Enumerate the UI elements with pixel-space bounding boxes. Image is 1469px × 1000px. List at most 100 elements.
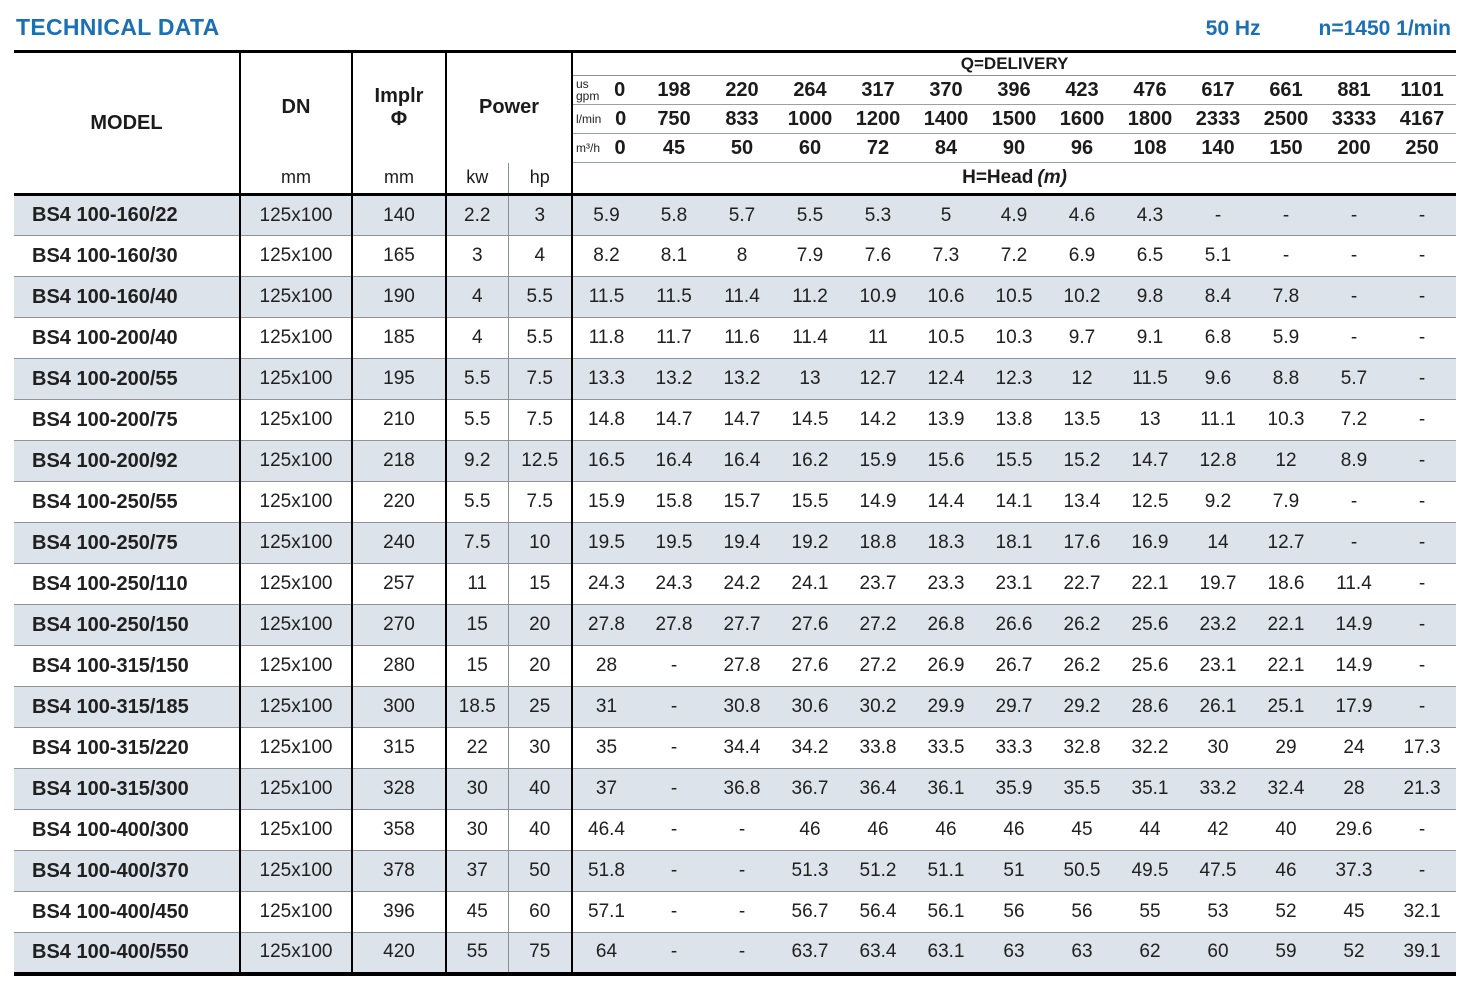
head-value: 14.8 xyxy=(588,409,625,430)
kw-cell: 2.2 xyxy=(446,194,509,236)
kw-cell: 11 xyxy=(446,563,509,605)
head-value: 51.3 xyxy=(791,860,829,881)
head-value: 22.1 xyxy=(1267,655,1305,676)
head-value: 62 xyxy=(1139,941,1161,963)
head-value: 11.1 xyxy=(1200,409,1236,430)
q-value: 250 xyxy=(1388,133,1457,163)
head-value: 23.2 xyxy=(1199,614,1237,635)
head-value: 9.6 xyxy=(1204,368,1232,389)
head-value: - xyxy=(1282,204,1290,226)
head-value: - xyxy=(1214,204,1222,226)
q-value: 370 xyxy=(912,75,980,105)
head-value: 23.1 xyxy=(1199,655,1237,676)
head-value: 23.7 xyxy=(859,573,897,594)
head-value: 26.6 xyxy=(995,614,1033,635)
table-row: BS4 100-200/55 125x100 195 5.5 7.5 13.3 13.2 13… xyxy=(14,358,1457,400)
head-value: 28.6 xyxy=(1131,696,1169,717)
dn-cell: 125x100 xyxy=(240,932,353,974)
hp-cell: 20 xyxy=(508,604,573,646)
kw-cell: 45 xyxy=(446,891,509,933)
head-value: 17.3 xyxy=(1403,737,1441,758)
head-value: 5.7 xyxy=(1340,368,1368,389)
kw-cell: 15 xyxy=(446,645,509,687)
head-value: 32.2 xyxy=(1131,737,1169,758)
head-value: - xyxy=(1418,491,1426,512)
q-value: 84 xyxy=(912,133,980,163)
head-value: 24.3 xyxy=(655,573,693,594)
kw-cell: 5.5 xyxy=(446,481,509,523)
head-value: 36.7 xyxy=(791,778,829,799)
head-value: - xyxy=(1418,409,1426,430)
q-value: 140 xyxy=(1184,133,1252,163)
head-value: 10.9 xyxy=(859,286,897,307)
head-value: 63.4 xyxy=(859,941,897,963)
dn-cell: 125x100 xyxy=(240,768,353,810)
head-value: 44 xyxy=(1139,819,1161,840)
head-value: 12.3 xyxy=(995,368,1033,389)
head-value: 59 xyxy=(1275,941,1297,963)
head-value: 45 xyxy=(1343,901,1365,922)
head-value: - xyxy=(1418,450,1426,471)
head-value: 11.4 xyxy=(792,327,828,348)
head-value: - xyxy=(1418,696,1426,717)
power-header: Power xyxy=(446,51,573,163)
head-value: 14.9 xyxy=(1335,655,1373,676)
head-value: 56.7 xyxy=(791,901,829,922)
header-bar: TECHNICAL DATA 50 Hz n=1450 1/min xyxy=(0,0,1469,50)
table-row: BS4 100-250/150 125x100 270 15 20 27.8 27.8 27.… xyxy=(14,604,1457,646)
head-value: 49.5 xyxy=(1131,860,1169,881)
kw-cell: 3 xyxy=(446,235,509,277)
head-value: 10.3 xyxy=(995,327,1033,348)
head-value: 15.5 xyxy=(995,450,1033,471)
model-cell: BS4 100-400/300 xyxy=(14,809,241,851)
head-value: 16.9 xyxy=(1131,532,1169,553)
hp-cell: 7.5 xyxy=(508,481,573,523)
gpm-row: us gpm 0 198 220 264 317 370 396 423 476 617 661 881 1… xyxy=(14,75,1457,105)
head-value: 14.7 xyxy=(655,409,693,430)
impeller-unit: mm xyxy=(352,162,447,196)
head-value: - xyxy=(1350,204,1358,226)
head-value: 33.3 xyxy=(995,737,1033,758)
head-value: - xyxy=(1350,245,1358,266)
head-value: 24.3 xyxy=(588,573,625,594)
head-value: 60 xyxy=(1207,941,1229,963)
table-row: BS4 100-400/550 125x100 420 55 75 64 - - 63.7 63.… xyxy=(14,932,1457,974)
q-unit-cell: l/min 0 xyxy=(572,104,640,134)
head-value: 8 xyxy=(736,245,748,266)
table-row: BS4 100-315/185 125x100 300 18.5 25 31 - 30.8 30… xyxy=(14,686,1457,728)
head-value: 35.1 xyxy=(1131,778,1169,799)
head-value: 30.6 xyxy=(791,696,829,717)
head-value: 9.8 xyxy=(1136,286,1164,307)
kw-header: kw xyxy=(446,162,509,196)
head-value: 45 xyxy=(1071,819,1093,840)
head-value: 5.7 xyxy=(728,204,756,226)
head-value: 8.1 xyxy=(660,245,688,266)
dn-cell: 125x100 xyxy=(240,645,353,687)
head-value: 15.9 xyxy=(588,491,625,512)
head-value: 5.3 xyxy=(864,204,892,226)
head-value: 5.1 xyxy=(1204,245,1232,266)
head-value: 6.5 xyxy=(1136,245,1164,266)
head-value: - xyxy=(670,901,678,922)
head-value: - xyxy=(670,696,678,717)
table-row: BS4 100-200/75 125x100 210 5.5 7.5 14.8 14.7 14… xyxy=(14,399,1457,441)
head-value: - xyxy=(1418,286,1426,307)
head-value: - xyxy=(670,941,678,963)
impeller-cell: 378 xyxy=(352,850,447,892)
head-value: 25.1 xyxy=(1267,696,1305,717)
head-value: 9.7 xyxy=(1068,327,1096,348)
head-value: 14.1 xyxy=(995,491,1033,512)
head-value: 19.4 xyxy=(723,532,761,553)
head-value: 11.4 xyxy=(1336,573,1372,594)
head-value: 36.8 xyxy=(723,778,761,799)
head-value: 27.8 xyxy=(655,614,693,635)
head-value: - xyxy=(670,819,678,840)
head-value: 46 xyxy=(799,819,821,840)
head-value: 5.8 xyxy=(660,204,688,226)
model-cell: BS4 100-160/40 xyxy=(14,276,241,318)
head-value: 6.8 xyxy=(1204,327,1232,348)
head-value: 12.8 xyxy=(1199,450,1237,471)
head-value: 26.7 xyxy=(995,655,1033,676)
head-value: 12.5 xyxy=(1131,491,1169,512)
head-value: - xyxy=(738,941,746,963)
